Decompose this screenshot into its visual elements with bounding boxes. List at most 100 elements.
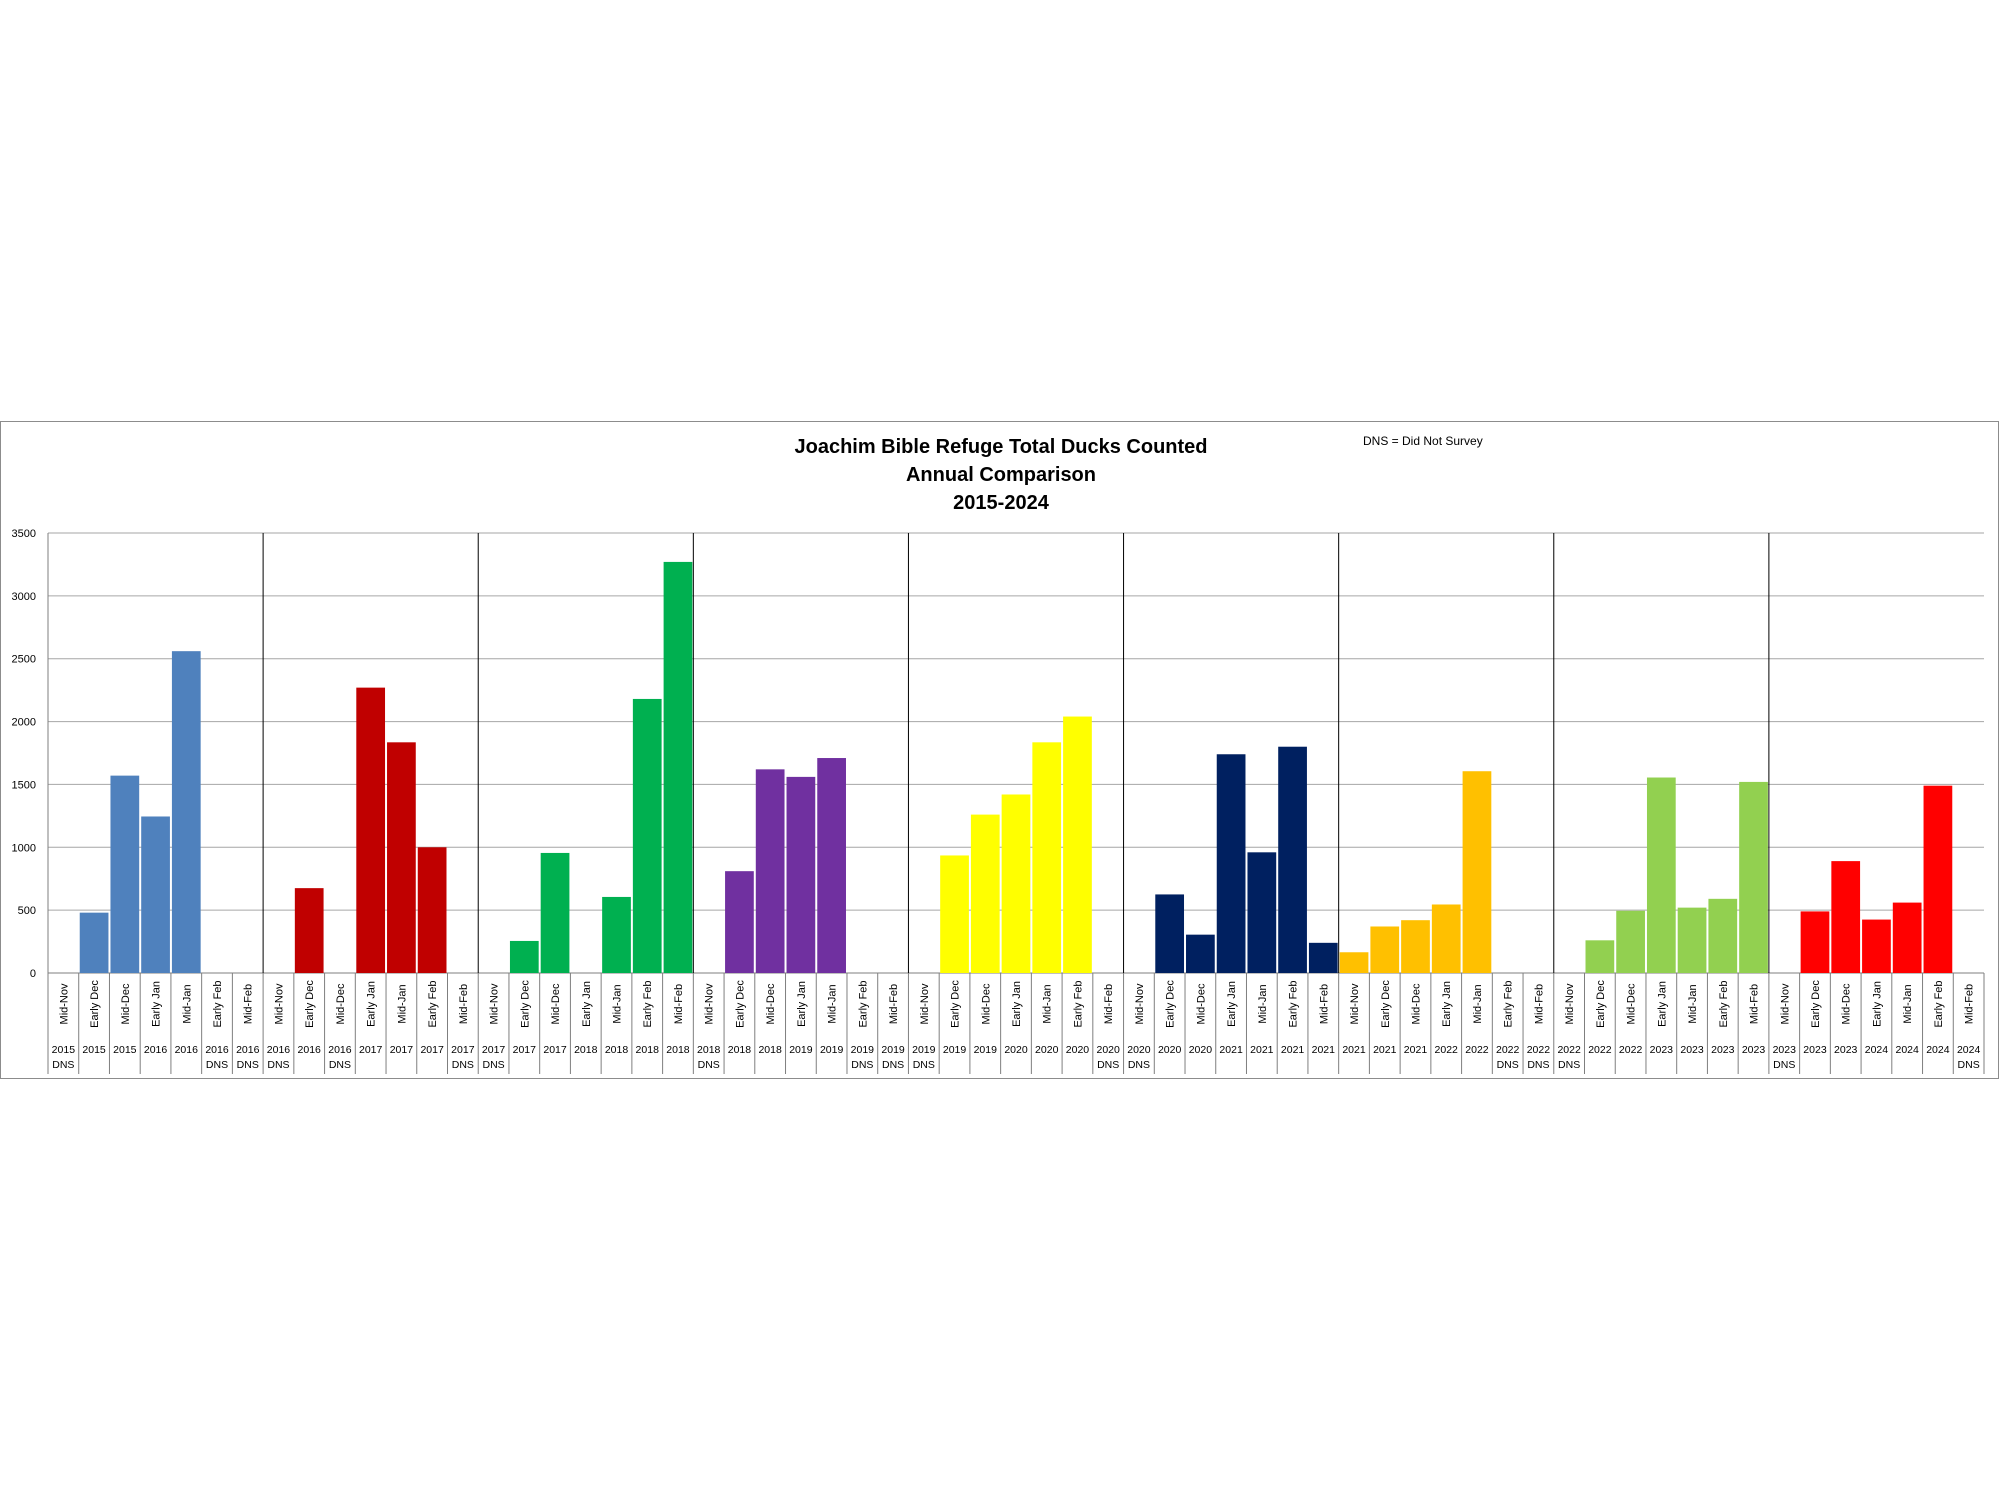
bar — [294, 888, 324, 973]
category-year-label: 2019 — [881, 1044, 905, 1056]
bar — [725, 871, 754, 973]
category-period-label: Mid-Nov — [273, 983, 285, 1024]
category-period-label: Early Jan — [1656, 981, 1668, 1027]
dns-note: DNS = Did Not Survey — [1363, 434, 1483, 448]
category-year-label: 2016 — [175, 1044, 199, 1056]
category-year-label: 2024 — [1957, 1044, 1981, 1056]
category-year-label: 2023 — [1803, 1044, 1827, 1056]
category-period-label: Mid-Dec — [1410, 983, 1422, 1024]
chart-title-line-2: Annual Comparison — [906, 464, 1096, 486]
category-year-label: 2019 — [820, 1044, 844, 1056]
category-period-label: Mid-Feb — [1964, 984, 1976, 1024]
category-year-label: 2019 — [974, 1044, 998, 1056]
category-period-label: Early Jan — [366, 981, 378, 1027]
category-year-label: 2022 — [1557, 1044, 1581, 1056]
category-period-label: Mid-Feb — [673, 984, 685, 1024]
category-period-label: Early Feb — [427, 980, 439, 1027]
category-year-label: 2022 — [1588, 1044, 1612, 1056]
category-period-label: Early Feb — [1933, 980, 1945, 1027]
category-period-label: Early Feb — [642, 980, 654, 1027]
category-year-label: 2019 — [789, 1044, 813, 1056]
bar — [540, 852, 570, 973]
category-period-label: Mid-Dec — [1841, 983, 1853, 1024]
bar — [1247, 852, 1277, 973]
category-year-label: 2023 — [1650, 1044, 1674, 1056]
bar — [1155, 894, 1185, 973]
bar — [1063, 716, 1092, 973]
category-period-label: Mid-Feb — [458, 984, 470, 1024]
category-period-label: Early Jan — [1441, 981, 1453, 1027]
bar — [940, 855, 969, 973]
category-year-label: 2021 — [1250, 1044, 1274, 1056]
dns-label: DNS — [267, 1059, 289, 1071]
bar — [1923, 785, 1953, 973]
bar — [1585, 940, 1615, 973]
dns-label: DNS — [206, 1059, 228, 1071]
category-period-label: Early Jan — [1011, 981, 1023, 1027]
category-period-label: Mid-Dec — [1195, 983, 1207, 1024]
y-tick-label: 1500 — [12, 779, 36, 791]
dns-label: DNS — [1773, 1059, 1795, 1071]
category-year-label: 2020 — [1066, 1044, 1090, 1056]
bar — [1032, 742, 1062, 973]
bar — [1401, 920, 1430, 973]
category-year-label: 2020 — [1035, 1044, 1059, 1056]
category-year-label: 2018 — [574, 1044, 598, 1056]
category-period-label: Early Dec — [304, 980, 316, 1028]
bar — [1216, 754, 1246, 973]
category-year-label: 2017 — [482, 1044, 506, 1056]
category-period-label: Mid-Jan — [1902, 984, 1914, 1023]
category-year-label: 2018 — [605, 1044, 629, 1056]
category-period-label: Early Dec — [1165, 980, 1177, 1028]
category-period-label: Mid-Nov — [58, 983, 70, 1024]
y-tick-label: 1000 — [12, 842, 36, 854]
category-year-label: 2020 — [1127, 1044, 1151, 1056]
category-period-label: Mid-Jan — [1687, 984, 1699, 1023]
dns-label: DNS — [452, 1059, 474, 1071]
bar — [1831, 861, 1861, 973]
category-period-label: Early Jan — [581, 981, 593, 1027]
category-period-label: Early Feb — [1503, 980, 1515, 1027]
category-period-label: Early Dec — [950, 980, 962, 1028]
category-year-label: 2018 — [728, 1044, 752, 1056]
bar — [509, 940, 539, 973]
category-period-label: Mid-Jan — [396, 984, 408, 1023]
category-period-label: Mid-Dec — [980, 983, 992, 1024]
dns-label: DNS — [237, 1059, 259, 1071]
category-year-label: 2017 — [451, 1044, 475, 1056]
category-year-label: 2020 — [1097, 1044, 1121, 1056]
bar — [1800, 911, 1830, 973]
bar — [663, 561, 693, 973]
bar — [817, 758, 846, 973]
category-year-label: 2015 — [52, 1044, 76, 1056]
category-year-label: 2022 — [1527, 1044, 1551, 1056]
category-year-label: 2020 — [1004, 1044, 1028, 1056]
category-year-label: 2016 — [267, 1044, 291, 1056]
category-period-label: Mid-Feb — [1749, 984, 1761, 1024]
category-year-label: 2018 — [758, 1044, 782, 1056]
y-tick-label: 2000 — [12, 717, 36, 729]
dns-label: DNS — [1527, 1059, 1549, 1071]
chart-title-line-3: 2015-2024 — [953, 492, 1050, 514]
category-year-label: 2023 — [1680, 1044, 1704, 1056]
bar — [1616, 910, 1645, 973]
category-period-label: Mid-Nov — [1134, 983, 1146, 1024]
category-year-label: 2019 — [943, 1044, 967, 1056]
category-year-label: 2016 — [298, 1044, 322, 1056]
category-year-label: 2021 — [1219, 1044, 1243, 1056]
bar — [970, 814, 1000, 973]
dns-label: DNS — [698, 1059, 720, 1071]
category-year-label: 2016 — [144, 1044, 168, 1056]
category-period-label: Early Jan — [151, 981, 163, 1027]
category-period-label: Mid-Jan — [1257, 984, 1269, 1023]
category-year-label: 2022 — [1496, 1044, 1520, 1056]
bar — [417, 847, 447, 973]
category-period-label: Mid-Feb — [243, 984, 255, 1024]
category-period-label: Mid-Dec — [765, 983, 777, 1024]
bar — [110, 775, 140, 973]
category-period-label: Mid-Feb — [1533, 984, 1545, 1024]
duck-count-chart: Joachim Bible Refuge Total Ducks Counted… — [12, 434, 1985, 1074]
dns-label: DNS — [1958, 1059, 1980, 1071]
season-dividers — [262, 533, 1770, 973]
dns-label: DNS — [1097, 1059, 1119, 1071]
